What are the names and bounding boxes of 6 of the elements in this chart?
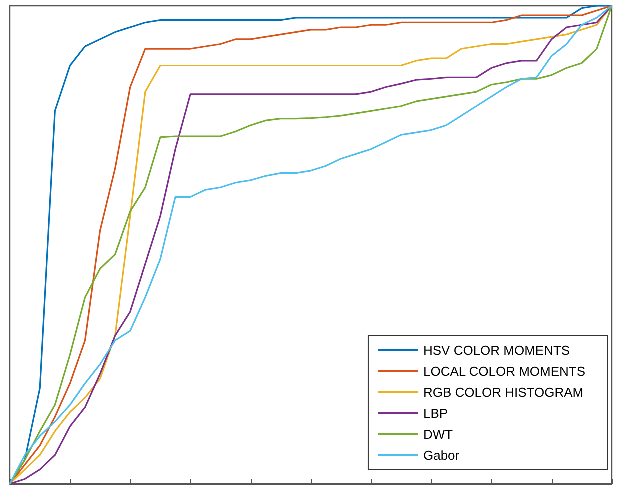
legend-label: LOCAL COLOR MOMENTS bbox=[423, 364, 586, 379]
legend-label: HSV COLOR MOMENTS bbox=[423, 343, 570, 358]
legend-label: RGB COLOR HISTOGRAM bbox=[423, 385, 584, 400]
legend-label: LBP bbox=[423, 406, 448, 421]
legend-label: DWT bbox=[423, 427, 454, 442]
legend-label: Gabor bbox=[423, 448, 460, 463]
